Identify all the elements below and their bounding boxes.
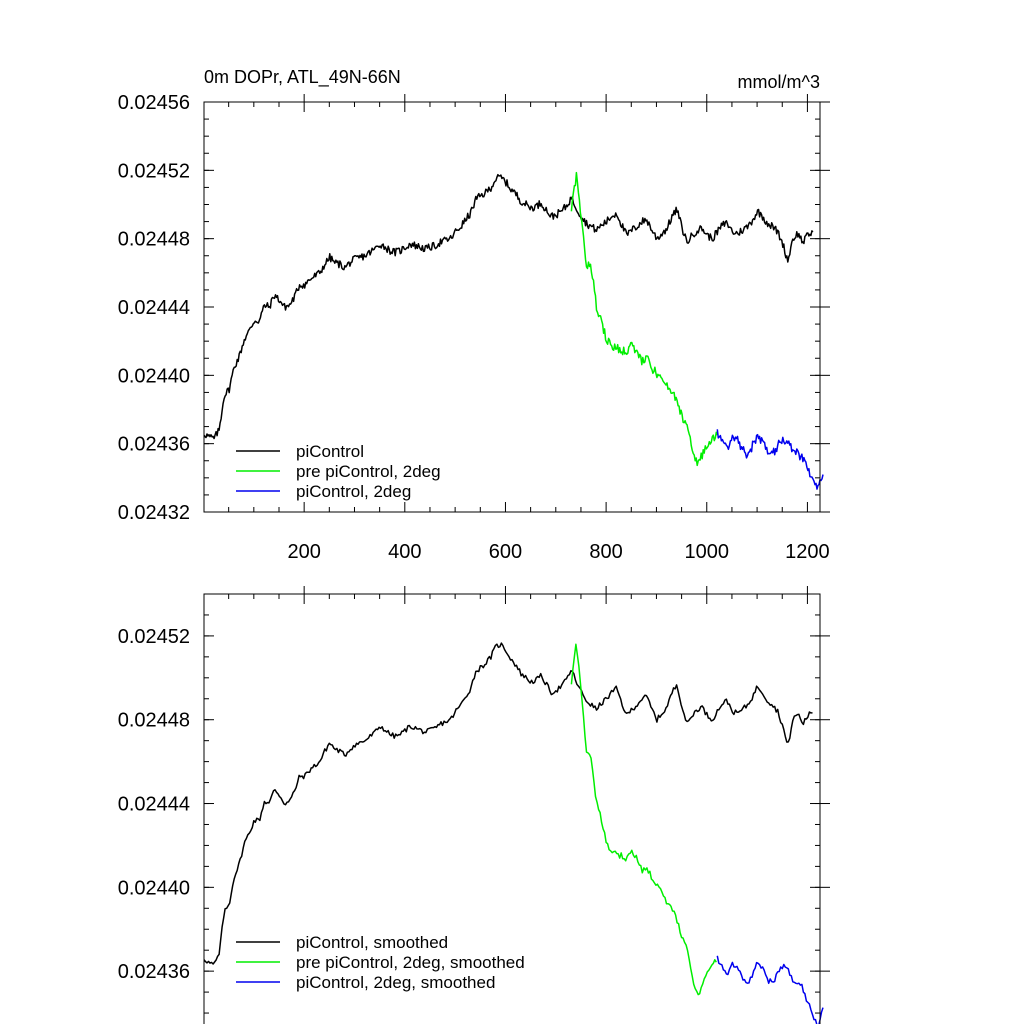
legend-label-pre-picontrol-smoothed: pre piControl, 2deg, smoothed	[296, 953, 525, 972]
legend-label-pre-picontrol: pre piControl, 2deg	[296, 462, 441, 481]
y-tick-label: 0.02448	[118, 229, 190, 251]
bottom-series	[203, 642, 824, 1024]
series-line-picontrol-smoothed	[203, 642, 813, 965]
y-tick-label: 0.02444	[118, 794, 190, 816]
series-line-picontrol-2deg-smoothed	[716, 955, 824, 1024]
y-tick-label: 0.02452	[118, 160, 190, 182]
series-line-picontrol	[203, 173, 814, 440]
x-tick-label: 1000	[685, 541, 730, 563]
y-tick-label: 0.02436	[118, 434, 190, 456]
series-line-picontrol-2deg	[716, 429, 824, 490]
bottom-plot-frame	[203, 593, 821, 1024]
bottom-ticks: 0.02436 0.02440 0.02444 0.02448 0.02452	[118, 586, 830, 1014]
legend-label-picontrol-2deg: piControl, 2deg	[296, 482, 411, 501]
top-plot-frame	[203, 101, 821, 513]
y-tick-label: 0.02452	[118, 626, 190, 648]
legend-label-picontrol: piControl	[296, 442, 364, 461]
top-panel: 0m DOPr, ATL_49N-66N mmol/m^3 200 400 600 8…	[118, 67, 830, 563]
series-line-pre-picontrol-2deg	[570, 171, 719, 467]
x-tick-label: 600	[489, 541, 522, 563]
units-label: mmol/m^3	[738, 72, 820, 92]
legend-label-picontrol-smoothed: piControl, smoothed	[296, 933, 448, 952]
y-tick-label: 0.02440	[118, 877, 190, 899]
y-tick-label: 0.02436	[118, 961, 190, 983]
x-tick-label: 1200	[785, 541, 830, 563]
x-tick-label: 800	[589, 541, 622, 563]
bottom-legend: piControl, smoothed pre piControl, 2deg,…	[236, 933, 525, 992]
x-tick-label: 200	[287, 541, 320, 563]
y-tick-label: 0.02440	[118, 365, 190, 387]
top-legend: piControl pre piControl, 2deg piControl,…	[236, 442, 441, 501]
x-tick-label: 400	[388, 541, 421, 563]
y-tick-label: 0.02432	[118, 502, 190, 524]
chart-title: 0m DOPr, ATL_49N-66N	[204, 67, 401, 88]
top-ticks: 200 400 600 800 1000 1200 0.02432 0.02436 0.0244…	[118, 92, 830, 563]
legend-label-picontrol-2deg-smoothed: piControl, 2deg, smoothed	[296, 973, 495, 992]
y-tick-label: 0.02456	[118, 92, 190, 114]
top-series	[203, 171, 824, 490]
bottom-panel: 0.02436 0.02440 0.02444 0.02448 0.02452 piCo…	[118, 586, 830, 1024]
y-tick-label: 0.02444	[118, 297, 190, 319]
series-line-pre-picontrol-2deg-smoothed	[570, 643, 717, 996]
y-tick-label: 0.02448	[118, 710, 190, 732]
